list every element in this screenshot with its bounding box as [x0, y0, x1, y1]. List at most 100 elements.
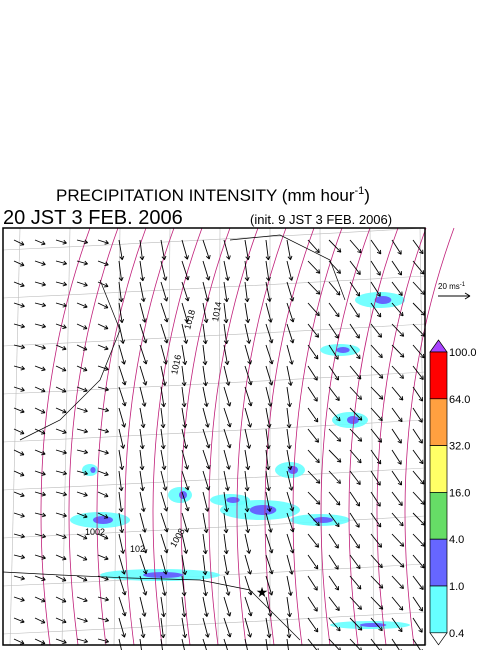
wind-arrow-head	[140, 297, 146, 302]
wind-arrow	[370, 365, 384, 379]
wind-arrow-head	[226, 612, 232, 617]
wind-arrow	[181, 449, 188, 470]
wind-arrow	[370, 554, 383, 568]
wind-arrow	[307, 554, 319, 570]
wind-arrow-head	[183, 339, 189, 344]
wind-arrow-head	[376, 459, 382, 465]
wind-arrow	[412, 365, 424, 380]
wind-arrow-head	[203, 591, 208, 597]
wind-arrow-head	[357, 248, 362, 254]
wind-arrow-head	[399, 374, 404, 379]
wind-arrow	[286, 323, 294, 344]
valid-time: 20 JST 3 FEB. 2006	[3, 207, 183, 229]
wind-arrow	[139, 323, 147, 344]
wind-arrow	[286, 533, 294, 554]
wind-arrow-head	[104, 576, 109, 581]
wind-arrow-head	[399, 563, 405, 568]
wind-arrow-head	[104, 407, 109, 413]
wind-arrow-head	[356, 585, 362, 590]
wind-arrow-head	[41, 491, 46, 497]
wind-arrow	[328, 533, 339, 549]
wind-arrow-head	[184, 276, 190, 281]
wind-arrow-head	[62, 239, 67, 245]
wind-arrow-head	[289, 317, 295, 323]
wind-arrow	[391, 617, 403, 633]
wind-arrow-head	[41, 302, 46, 308]
wind-arrow-head	[62, 281, 67, 287]
wind-arrow	[286, 281, 294, 302]
wind-arrow-head	[378, 605, 384, 610]
wind-arrow-head	[163, 527, 169, 533]
wind-arrow	[370, 533, 382, 548]
wind-arrow-head	[184, 465, 189, 470]
colorbar-segment	[429, 585, 448, 634]
wind-arrow-head	[83, 618, 88, 623]
wind-arrow-head	[104, 282, 109, 288]
wind-arrow	[181, 617, 186, 638]
wind-arrow-head	[334, 565, 339, 570]
wind-arrow	[223, 596, 231, 617]
wind-arrow	[328, 596, 340, 611]
wind-arrow	[223, 344, 228, 365]
isobar	[348, 227, 399, 646]
wind-arrow-head	[62, 491, 67, 497]
wind-arrow-head	[182, 570, 188, 576]
wind-arrow	[139, 596, 146, 617]
colorbar-label: 16.0	[449, 487, 470, 499]
wind-arrow-head	[182, 633, 188, 639]
wind-arrow	[328, 491, 341, 506]
wind-arrow-head	[140, 486, 145, 492]
wind-arrow	[181, 344, 186, 365]
wind-arrow-head	[225, 591, 231, 596]
wind-arrow-head	[418, 439, 423, 444]
wind-arrow	[13, 491, 25, 497]
wind-arrow	[307, 302, 320, 316]
wind-arrow-head	[287, 381, 293, 386]
wind-arrow	[244, 428, 250, 449]
wind-arrow	[55, 239, 67, 244]
wind-arrow	[286, 386, 291, 407]
wind-arrow	[13, 344, 25, 349]
wind-arrow	[76, 386, 88, 392]
wind-arrow	[97, 533, 109, 540]
wind-arrow	[97, 281, 109, 287]
wind-arrow-head	[399, 332, 405, 337]
wind-arrow-head	[247, 402, 253, 407]
wind-arrow	[118, 344, 125, 365]
wind-arrow	[328, 575, 339, 591]
wind-arrow	[370, 344, 383, 358]
wind-arrow-head	[244, 276, 250, 282]
wind-arrow-head	[376, 312, 382, 318]
wind-arrow	[265, 344, 273, 365]
wind-arrow	[118, 239, 123, 260]
wind-arrow	[223, 428, 231, 449]
wind-arrow	[391, 554, 405, 568]
wind-arrow	[55, 407, 67, 413]
wind-arrow-head	[41, 240, 46, 246]
wind-arrow	[286, 512, 294, 533]
wind-arrow-head	[224, 360, 230, 365]
wind-arrow	[118, 281, 122, 302]
wind-arrow-head	[268, 569, 274, 575]
wind-arrow	[97, 512, 109, 519]
wind-arrow-head	[335, 396, 340, 401]
wind-arrow-head	[104, 617, 109, 623]
wind-arrow	[391, 428, 402, 444]
wind-arrow	[307, 323, 319, 338]
contour-label: 1014	[210, 301, 223, 322]
wind-arrow-head	[377, 438, 383, 443]
wind-arrow-head	[336, 458, 342, 463]
wind-arrow	[13, 302, 25, 307]
wind-arrow	[13, 281, 25, 287]
wind-arrow-head	[20, 618, 25, 624]
wind-arrow-head	[418, 628, 423, 633]
wind-arrow-head	[336, 248, 342, 253]
wind-arrow	[223, 554, 229, 575]
contour-label: 1002	[85, 527, 105, 537]
wind-arrow-head	[224, 297, 229, 303]
wind-arrow	[181, 239, 188, 260]
wind-arrow-head	[378, 374, 384, 379]
wind-arrow	[160, 596, 165, 617]
wind-arrow-head	[286, 634, 292, 639]
colorbar-segment	[429, 445, 448, 493]
